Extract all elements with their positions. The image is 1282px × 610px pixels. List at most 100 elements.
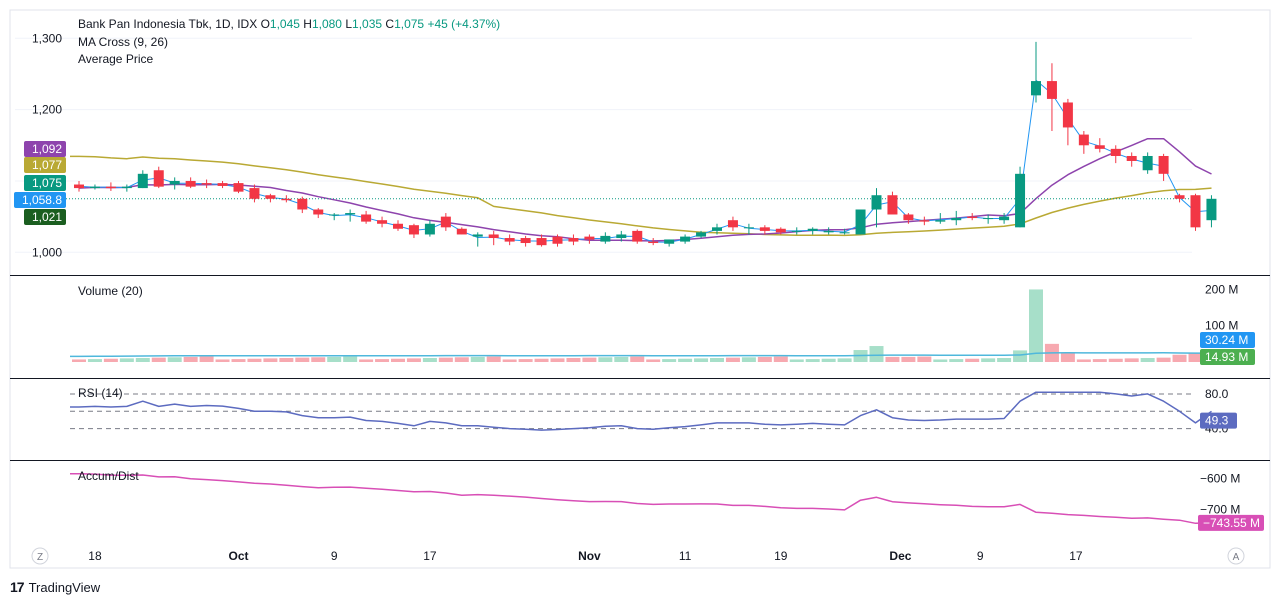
legend-low-label: L: [345, 17, 352, 31]
volume-bar: [694, 358, 709, 362]
rsi-badge: [1200, 412, 1237, 429]
price-badge: [24, 209, 66, 225]
volume-bar: [741, 357, 756, 362]
candle-body: [791, 230, 802, 232]
volume-ma-line: [70, 352, 1212, 358]
candle-body: [265, 195, 276, 199]
price-badge-label: 1,021: [32, 210, 62, 224]
volume-bar: [630, 356, 645, 362]
volume-pane: Volume (20) 200 M 100 M30.24 M 14.93 M: [70, 282, 1255, 365]
candle-body: [297, 198, 308, 210]
volume-bar: [710, 358, 724, 362]
price-badge: [24, 141, 66, 157]
candle-body: [105, 186, 116, 189]
volume-bar: [359, 359, 374, 362]
volume-tick-label: 100 M: [1205, 319, 1238, 333]
volume-bar: [518, 359, 533, 362]
candle-body: [424, 223, 435, 235]
candle-body: [153, 170, 164, 187]
candle-body: [983, 218, 994, 220]
candle-body: [616, 234, 627, 239]
volume-bar: [406, 358, 421, 362]
auto-scale-button[interactable]: [1227, 547, 1245, 565]
volume-bar: [917, 356, 932, 362]
volume-bar: [231, 359, 246, 362]
volume-bar: [295, 357, 310, 362]
volume-bar: [486, 356, 501, 362]
volume-bar: [614, 356, 629, 362]
volume-bar: [662, 359, 677, 362]
candle-body: [919, 220, 930, 222]
volume-bar: [327, 356, 342, 362]
volume-bar: [773, 356, 788, 362]
scale-left-button[interactable]: [31, 547, 49, 565]
volume-bar: [1172, 354, 1187, 362]
ad-badge-label: −743.55 M: [1203, 516, 1260, 530]
legend-low-value: 1,035: [352, 17, 385, 31]
volume-bar: [901, 356, 916, 362]
legend-symbol: Bank Pan Indonesia Tbk, 1D, IDX: [78, 17, 261, 31]
volume-bar: [997, 358, 1012, 362]
candle-body: [377, 220, 388, 224]
candle-body: [632, 230, 643, 242]
candle-body: [1126, 155, 1137, 161]
candle-body: [1174, 195, 1185, 199]
rsi-line: [70, 391, 1212, 431]
volume-bar: [1140, 358, 1155, 362]
candle-body: [345, 213, 356, 215]
ad-tick-label: −700 M: [1200, 502, 1240, 516]
legend-close-value: 1,075: [394, 17, 427, 31]
volume-bar: [470, 356, 485, 362]
candle-body: [552, 236, 563, 244]
volume-bar: [422, 358, 437, 362]
ad-badge: [1198, 514, 1264, 531]
legend-average-price: Average Price: [78, 52, 153, 66]
legend-high-label: H: [303, 17, 312, 31]
legend-line: Bank Pan Indonesia Tbk, 1D, IDX O1,045 H…: [78, 17, 500, 31]
candle-body: [967, 216, 978, 219]
candle-body: [871, 195, 882, 210]
volume-bar: [151, 357, 166, 362]
footer[interactable]: 17 TradingView: [10, 578, 100, 596]
candle-body: [823, 230, 834, 233]
candle-body: [855, 209, 866, 235]
volume-bar: [534, 358, 549, 362]
candle-body: [727, 220, 738, 228]
candle-body: [759, 227, 770, 231]
volume-bar: [725, 357, 740, 362]
x-tick-label: 19: [774, 549, 788, 563]
candle-body: [1158, 155, 1169, 174]
volume-bar: [582, 357, 597, 362]
volume-bar: [678, 358, 693, 362]
volume-bar: [502, 359, 517, 362]
candle-body: [680, 236, 691, 242]
volume-bar: [1029, 289, 1043, 362]
candle-body: [121, 186, 132, 189]
chart-frame: [9, 9, 1271, 569]
candle-body: [281, 198, 292, 201]
volume-bar: [965, 358, 980, 362]
volume-bar: [646, 359, 661, 362]
volume-bar: [279, 358, 294, 362]
volume-badge: [1200, 349, 1255, 365]
candle-body: [839, 232, 850, 234]
volume-bar: [311, 357, 326, 362]
candle-body: [887, 195, 898, 215]
price-pane: 1,000 1,200 1,300 1,092 1,077 1,075 1,058.8 1,0…: [14, 31, 1217, 259]
candle-body: [185, 180, 196, 187]
volume-bar: [885, 356, 900, 362]
legend-change: +45 (+4.37%): [427, 17, 500, 31]
volume-bar: [263, 358, 278, 362]
candle-body: [169, 180, 180, 185]
volume-bar: [183, 356, 198, 362]
volume-bar: [598, 357, 613, 362]
candle-body: [329, 214, 340, 216]
scale-left-label: Z: [37, 552, 43, 563]
volume-bar: [550, 358, 565, 362]
candle-body: [951, 218, 962, 221]
price-badge: [14, 192, 66, 208]
candle-body: [393, 223, 403, 229]
candle-body: [664, 239, 675, 244]
